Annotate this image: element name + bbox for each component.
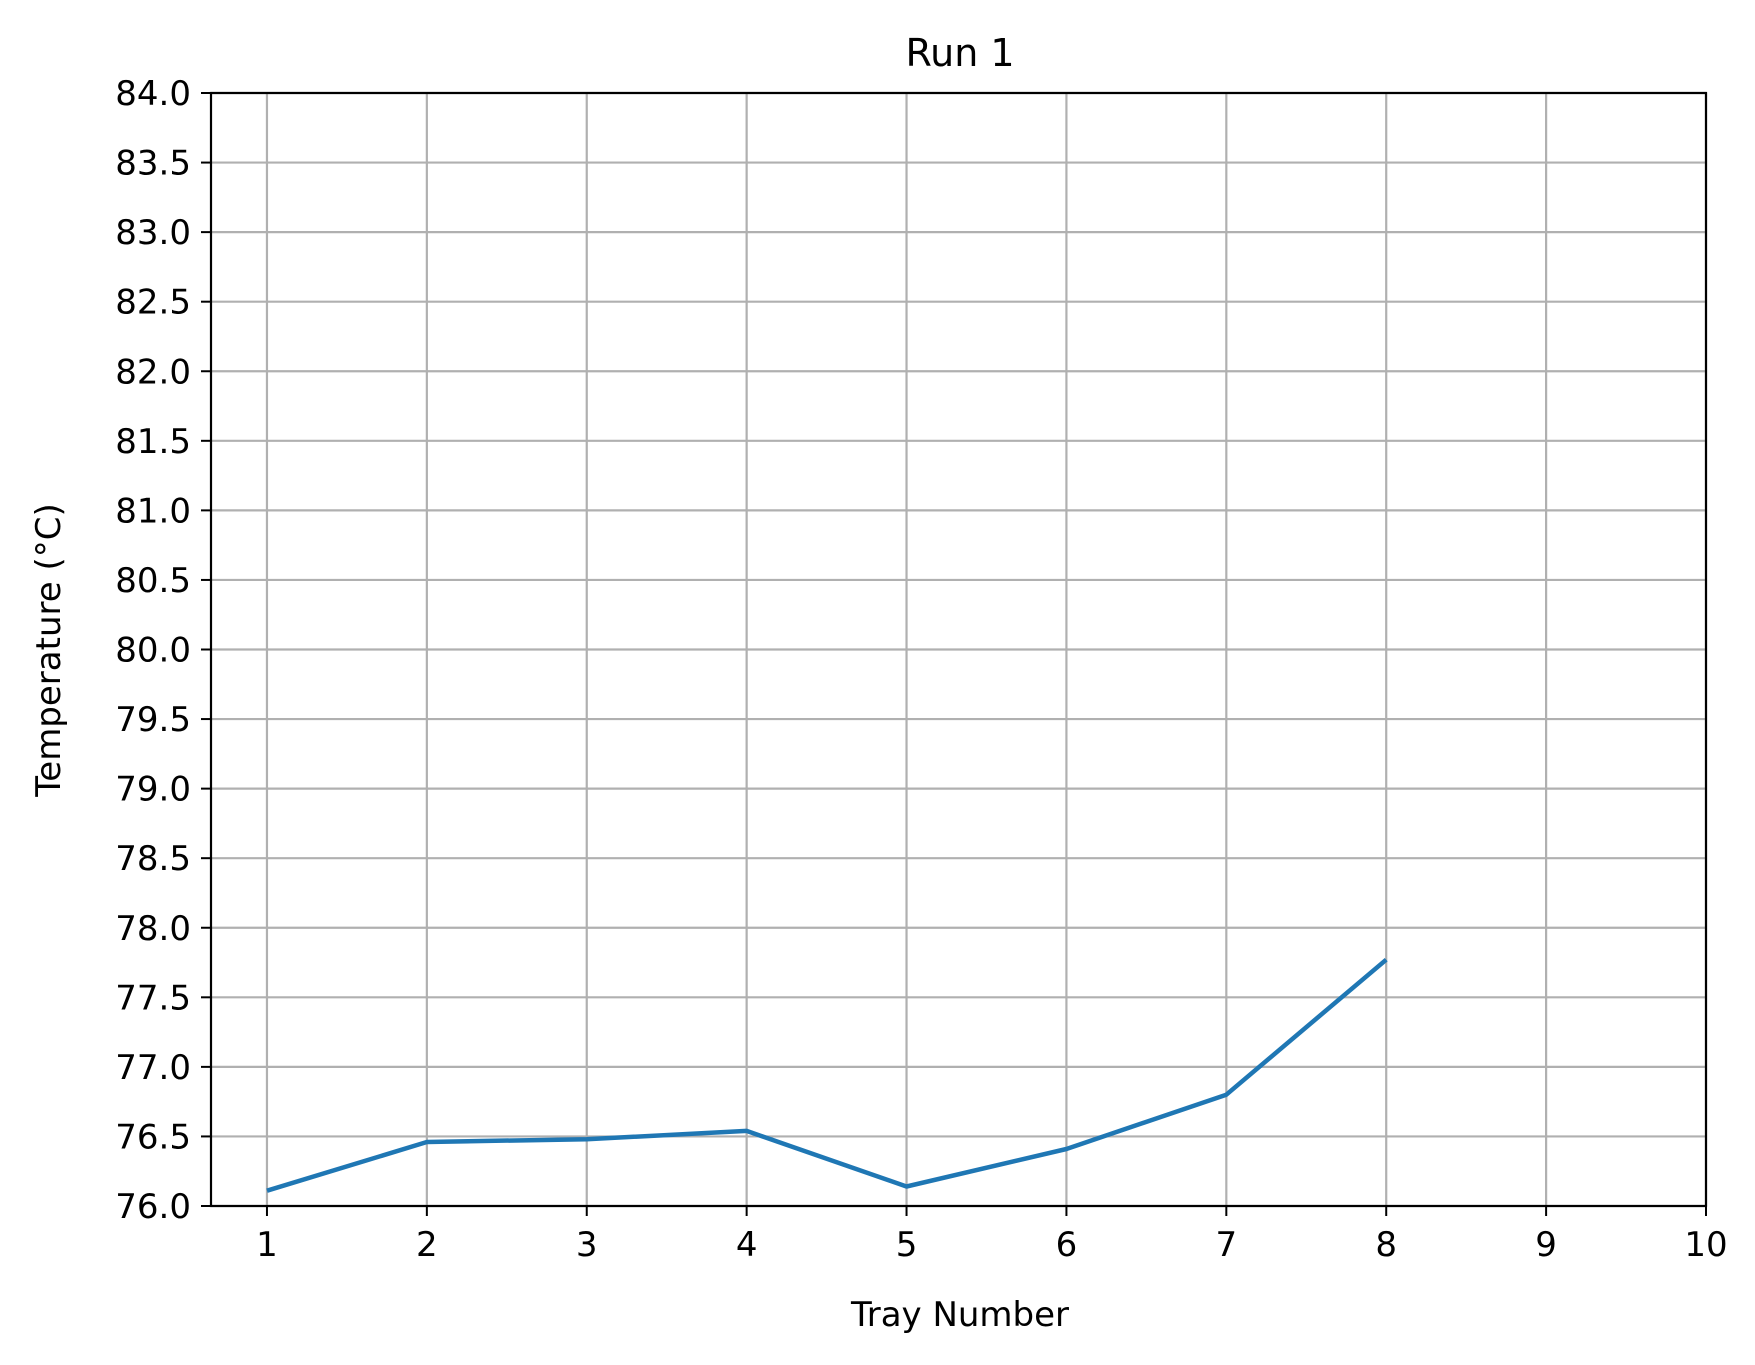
grid-lines — [211, 93, 1706, 1206]
series-line — [267, 960, 1386, 1191]
x-tick-label: 2 — [416, 1225, 438, 1265]
y-tick-label: 76.0 — [115, 1187, 191, 1227]
tick-layer: 1 2 3 4 5 6 7 8 9 10 76.0 76.5 77.0 77.5 78.0 78.5 79.0 7… — [115, 74, 1727, 1265]
x-tick-label: 5 — [896, 1225, 918, 1265]
x-tick-label: 3 — [576, 1225, 598, 1265]
y-tick-label: 83.0 — [115, 213, 191, 253]
y-tick-label: 76.5 — [115, 1117, 191, 1157]
x-axis-label: Tray Number — [850, 1295, 1069, 1335]
y-tick-label: 82.0 — [115, 352, 191, 392]
y-tick-label: 78.0 — [115, 909, 191, 949]
y-tick-label: 79.5 — [115, 700, 191, 740]
y-tick-label: 82.5 — [115, 283, 191, 323]
y-tick-label: 80.5 — [115, 561, 191, 601]
y-tick-label: 81.5 — [115, 422, 191, 462]
x-tick-label: 6 — [1056, 1225, 1078, 1265]
x-tick-label: 9 — [1535, 1225, 1557, 1265]
y-tick-label: 79.0 — [115, 770, 191, 810]
y-tick-label: 77.0 — [115, 1048, 191, 1088]
y-tick-label: 84.0 — [115, 74, 191, 114]
x-tick-label: 8 — [1375, 1225, 1397, 1265]
y-tick-label: 80.0 — [115, 631, 191, 671]
x-tick-label: 7 — [1216, 1225, 1238, 1265]
y-tick-label: 77.5 — [115, 978, 191, 1018]
x-tick-label: 10 — [1684, 1225, 1727, 1265]
series-layer — [267, 960, 1386, 1191]
y-tick-label: 83.5 — [115, 144, 191, 184]
x-tick-label: 4 — [736, 1225, 758, 1265]
y-axis-label: Temperature (°C) — [29, 503, 69, 797]
y-tick-label: 81.0 — [115, 491, 191, 531]
chart-title: Run 1 — [905, 31, 1014, 75]
x-tick-label: 1 — [256, 1225, 278, 1265]
y-tick-label: 78.5 — [115, 839, 191, 879]
